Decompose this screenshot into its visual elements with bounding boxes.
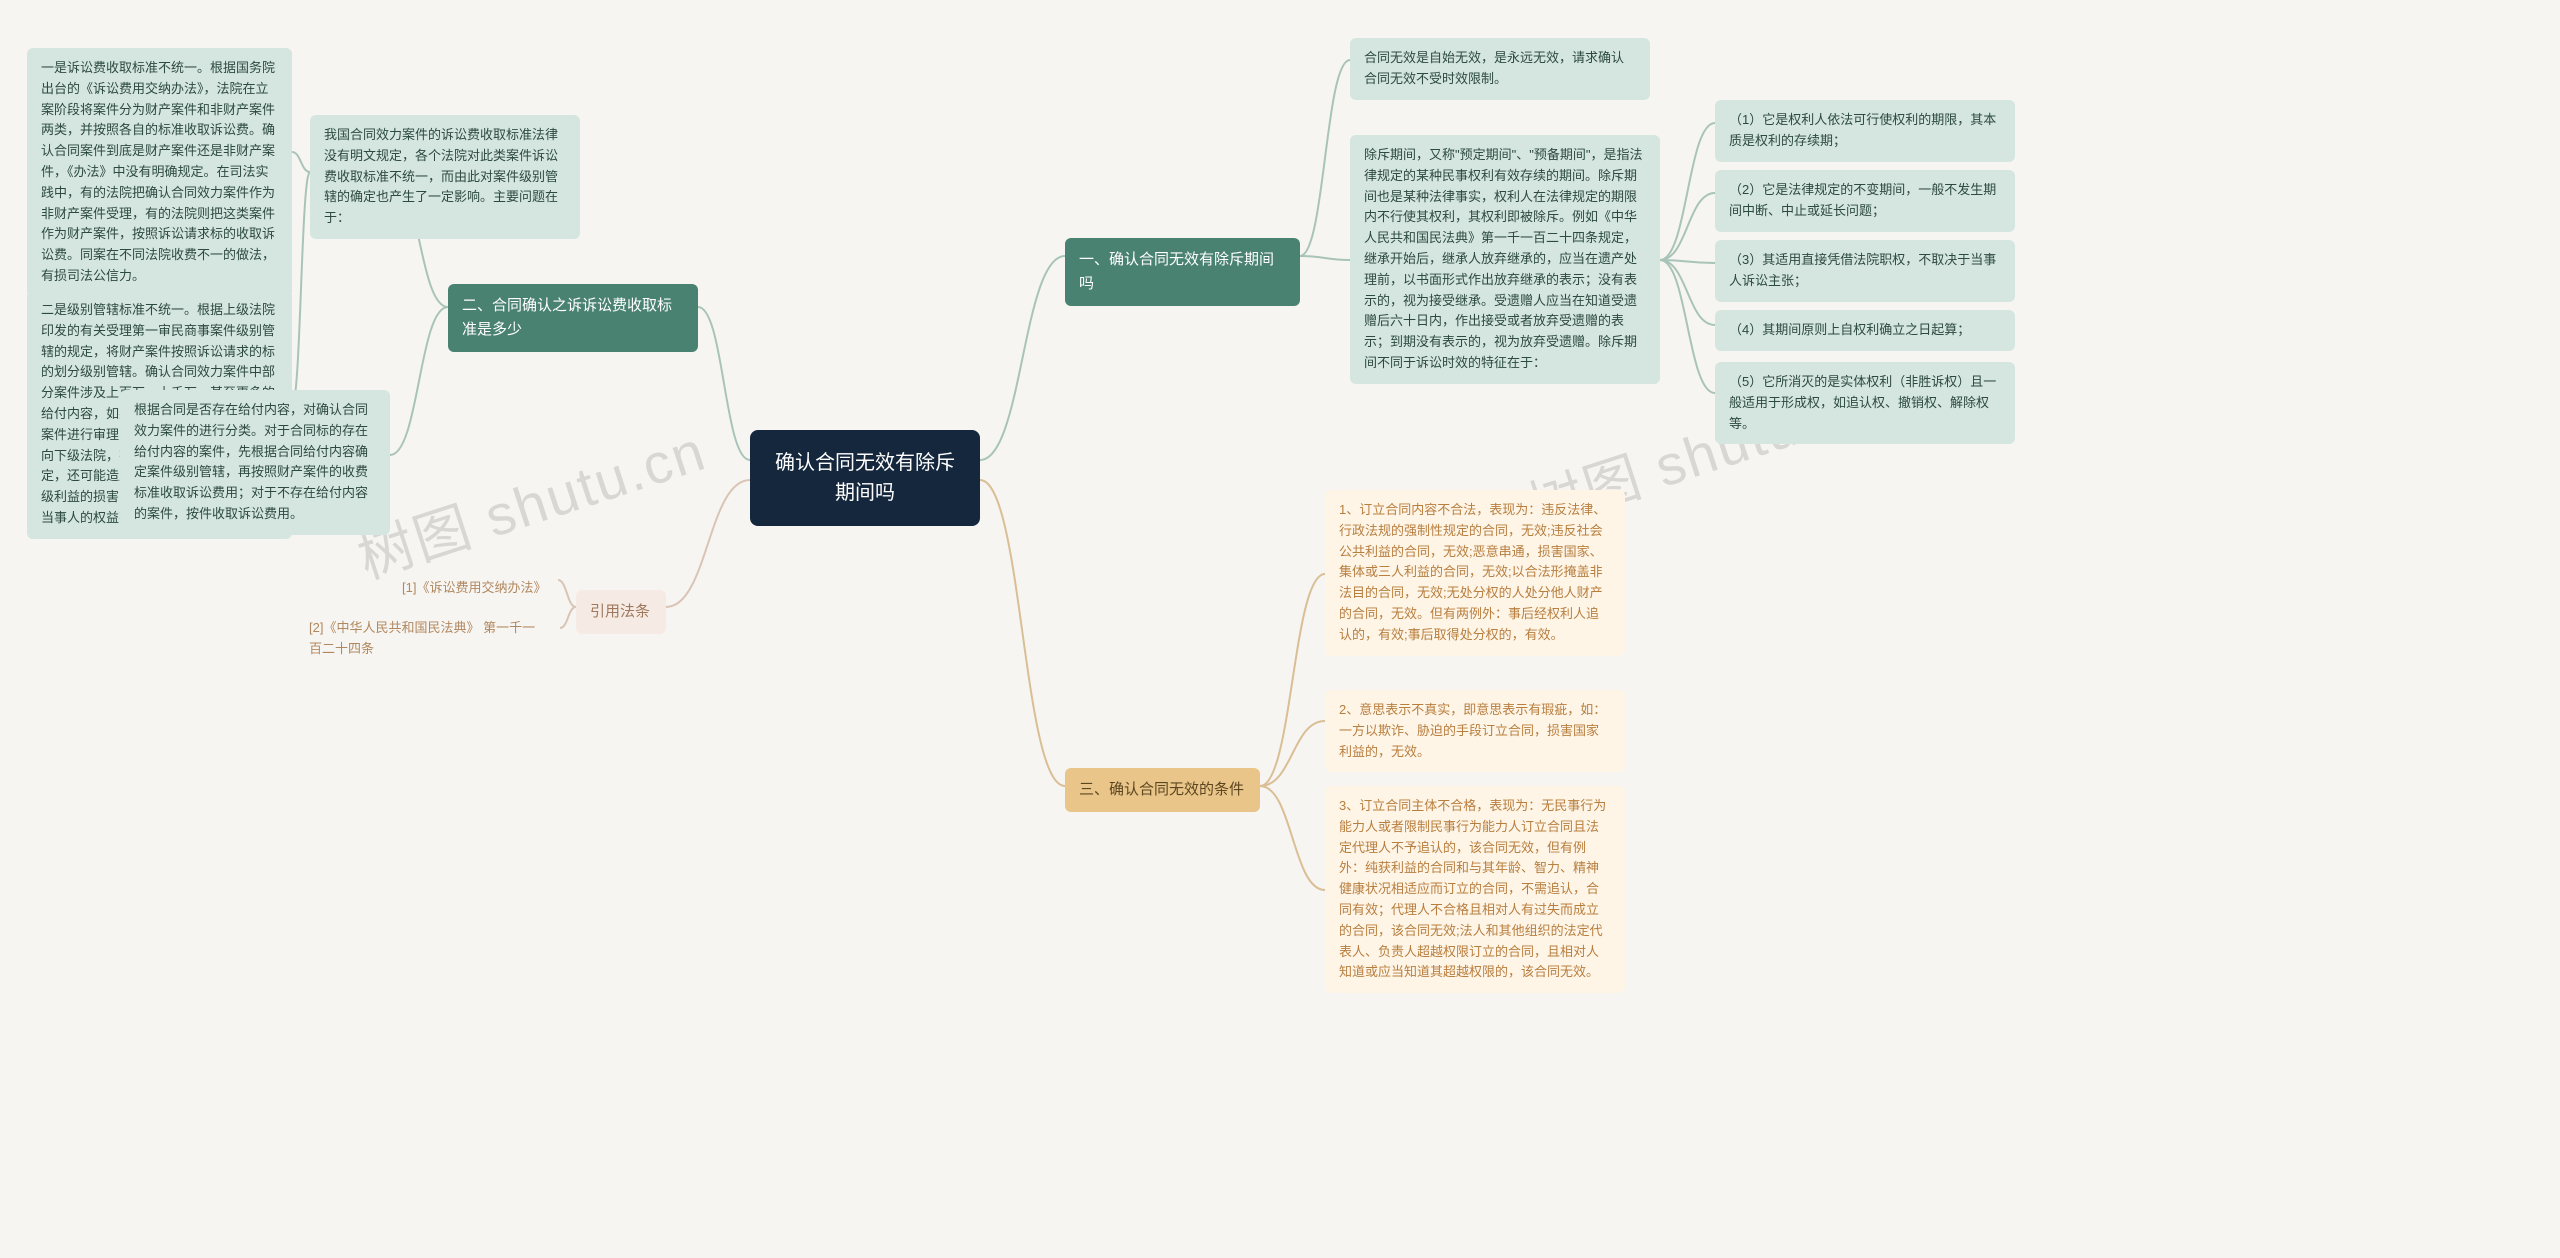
leaf-1b1[interactable]: （1）它是权利人依法可行使权利的期限，其本质是权利的存续期； [1715,100,2015,162]
leaf-1a[interactable]: 合同无效是自始无效，是永远无效，请求确认合同无效不受时效限制。 [1350,38,1650,100]
citation-1[interactable]: [1]《诉讼费用交纳办法》 [388,568,558,609]
branch-3[interactable]: 三、确认合同无效的条件 [1065,768,1260,812]
leaf-1b[interactable]: 除斥期间，又称"预定期间"、"预备期间"，是指法律规定的某种民事权利有效存续的期… [1350,135,1660,384]
leaf-3c[interactable]: 3、订立合同主体不合格，表现为：无民事行为能力人或者限制民事行为能力人订立合同且… [1325,786,1625,993]
leaf-3b[interactable]: 2、意思表示不真实，即意思表示有瑕疵，如：一方以欺诈、胁迫的手段订立合同，损害国… [1325,690,1625,772]
branch-1[interactable]: 一、确认合同无效有除斥期间吗 [1065,238,1300,306]
leaf-2b[interactable]: 根据合同是否存在给付内容，对确认合同效力案件的进行分类。对于合同标的存在给付内容… [120,390,390,535]
watermark-1: 树图 shutu.cn [346,406,715,595]
leaf-1b3[interactable]: （3）其适用直接凭借法院职权，不取决于当事人诉讼主张； [1715,240,2015,302]
leaf-1b2[interactable]: （2）它是法律规定的不变期间，一般不发生期间中断、中止或延长问题； [1715,170,2015,232]
leaf-1b5[interactable]: （5）它所消灭的是实体权利（非胜诉权）且一般适用于形成权，如追认权、撤销权、解除… [1715,362,2015,444]
citation-2[interactable]: [2]《中华人民共和国民法典》 第一千一百二十四条 [295,608,560,670]
leaf-3a[interactable]: 1、订立合同内容不合法，表现为：违反法律、行政法规的强制性规定的合同，无效;违反… [1325,490,1625,656]
leaf-2a[interactable]: 我国合同效力案件的诉讼费收取标准法律没有明文规定，各个法院对此类案件诉讼费收取标… [310,115,580,239]
branch-2[interactable]: 二、合同确认之诉诉讼费收取标准是多少 [448,284,698,352]
leaf-1b4[interactable]: （4）其期间原则上自权利确立之日起算； [1715,310,2015,351]
branch-citations[interactable]: 引用法条 [576,590,666,634]
root-node[interactable]: 确认合同无效有除斥期间吗 [750,430,980,526]
leaf-2a1[interactable]: 一是诉讼费收取标准不统一。根据国务院出台的《诉讼费用交纳办法》，法院在立案阶段将… [27,48,292,297]
